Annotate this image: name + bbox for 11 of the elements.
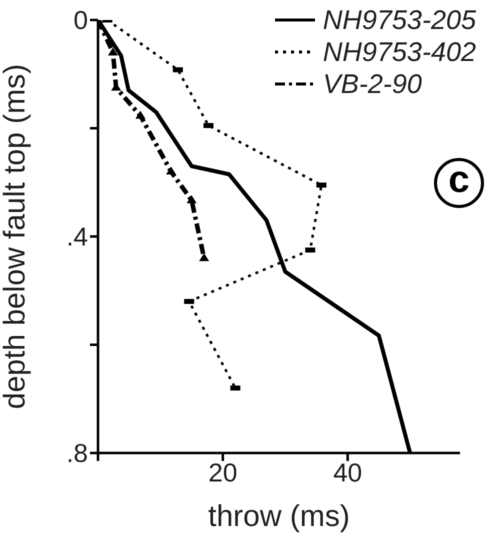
x-tick-label: 40 <box>333 457 362 488</box>
y-axis-title: depth below fault top (ms) <box>0 64 32 410</box>
x-tick-label: 20 <box>208 457 238 488</box>
y-tick-label: .4 <box>66 222 88 252</box>
x-axis-title: throw (ms) <box>208 500 350 533</box>
y-tick-label: 0 <box>74 5 88 36</box>
annotation: c <box>448 159 470 201</box>
legend-label: NH9753-205 <box>322 4 476 36</box>
legend-label: VB-2-90 <box>322 68 422 100</box>
y-tick-label: .8 <box>66 438 88 468</box>
legend-label: NH9753-402 <box>322 36 476 68</box>
